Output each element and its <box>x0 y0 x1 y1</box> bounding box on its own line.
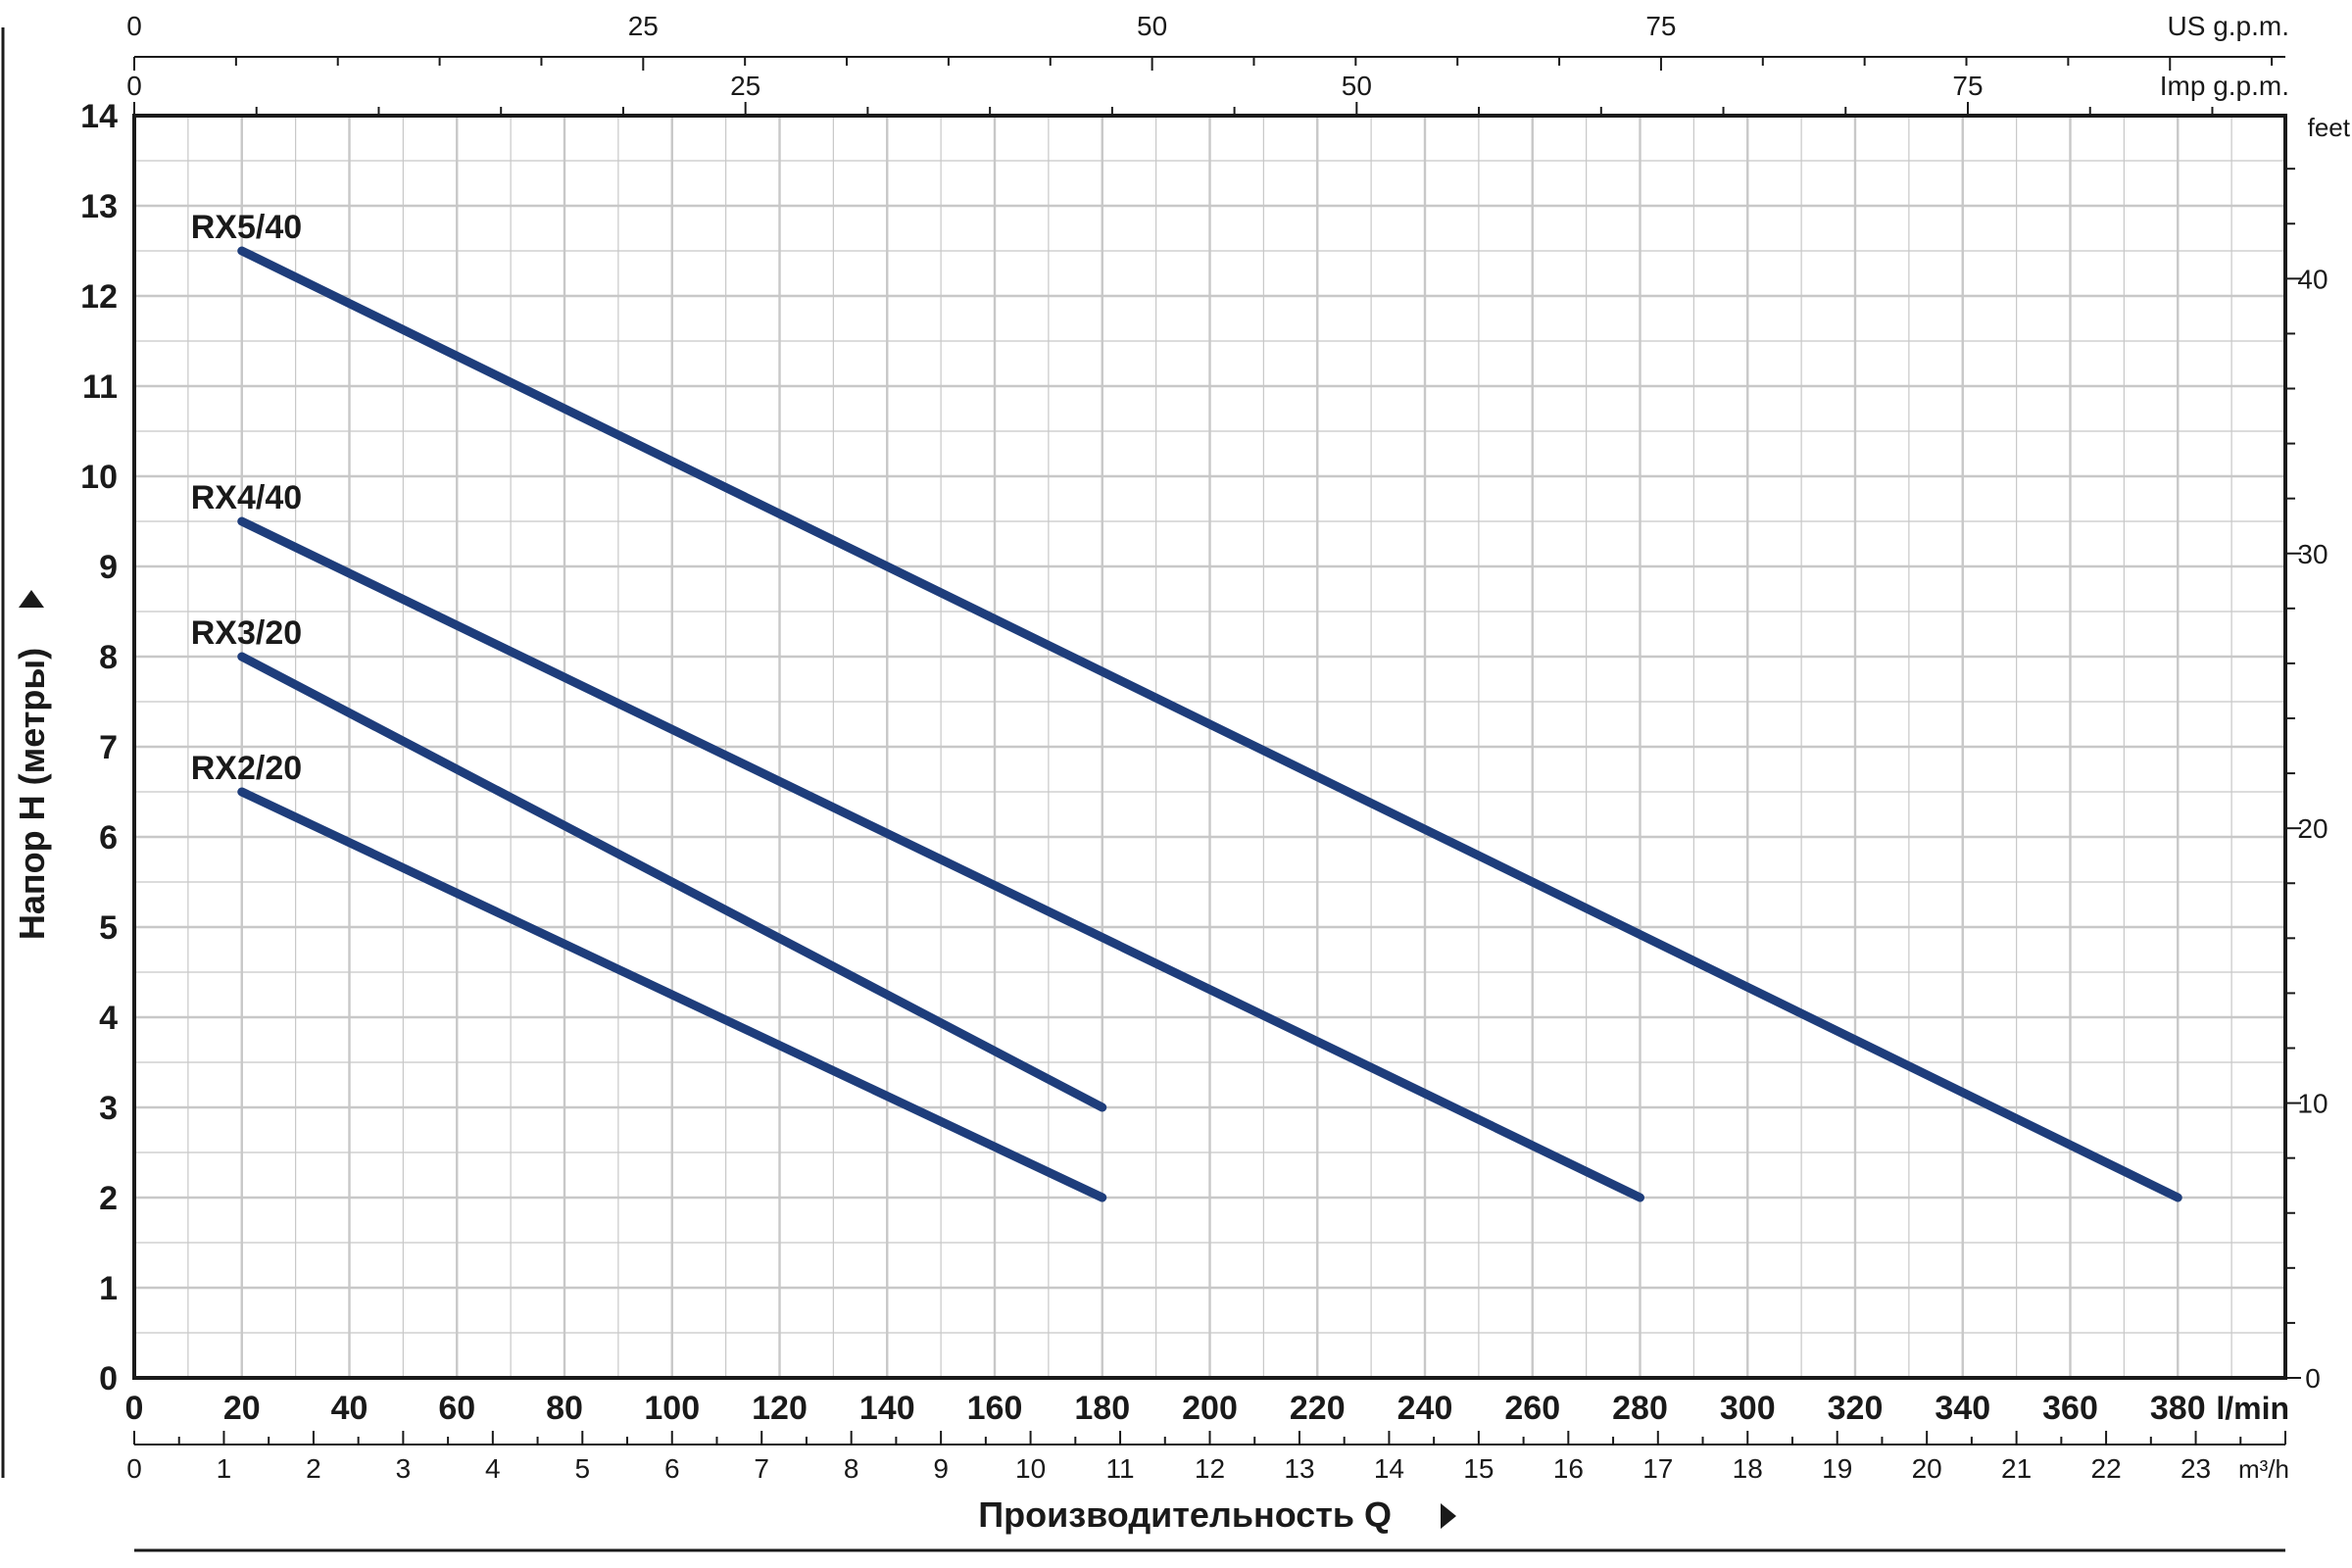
x-tick-label: 380 <box>2150 1390 2206 1427</box>
m3h-tick-label: 12 <box>1195 1453 1225 1484</box>
m3h-tick-label: 2 <box>306 1453 321 1484</box>
x-tick-label: 220 <box>1290 1390 1346 1427</box>
m3h-tick-label: 0 <box>126 1453 142 1484</box>
m3h-tick-label: 6 <box>664 1453 680 1484</box>
series-label: RX3/20 <box>191 614 302 652</box>
x-tick-label: 280 <box>1612 1390 1668 1427</box>
m3h-tick-label: 16 <box>1553 1453 1584 1484</box>
x-unit-label: l/min <box>2216 1391 2289 1426</box>
m3h-tick-label: 21 <box>2001 1453 2032 1484</box>
m3h-tick-label: 23 <box>2180 1453 2211 1484</box>
y-tick-label: 1 <box>99 1270 118 1307</box>
x-tick-label: 300 <box>1720 1390 1776 1427</box>
y-axis-title: Напор H (метры) <box>12 648 52 940</box>
x-m3h-unit-label: m³/h <box>2238 1454 2289 1484</box>
feet-tick-label: 10 <box>2297 1089 2328 1119</box>
m3h-tick-label: 14 <box>1374 1453 1404 1484</box>
x-tick-label: 260 <box>1504 1390 1560 1427</box>
m3h-tick-label: 8 <box>844 1453 859 1484</box>
m3h-tick-label: 13 <box>1284 1453 1314 1484</box>
feet-tick-label: 40 <box>2297 264 2328 294</box>
m3h-tick-label: 5 <box>575 1453 591 1484</box>
x-tick-label: 160 <box>967 1390 1023 1427</box>
series-label: RX4/40 <box>191 479 302 516</box>
y-feet-unit-label: feet <box>2308 113 2351 142</box>
x-tick-label: 320 <box>1828 1390 1884 1427</box>
m3h-tick-label: 17 <box>1642 1453 1673 1484</box>
x-tick-label: 80 <box>546 1390 583 1427</box>
series-line-rx3-20 <box>237 652 1107 1112</box>
m3h-tick-label: 3 <box>396 1453 412 1484</box>
x-tick-label: 60 <box>438 1390 475 1427</box>
x-tick-label: 40 <box>331 1390 368 1427</box>
grid <box>134 116 2285 1378</box>
x-tick-label: 0 <box>125 1390 144 1427</box>
x-tick-label: 340 <box>1935 1390 1990 1427</box>
m3h-tick-label: 15 <box>1463 1453 1494 1484</box>
y-tick-label: 3 <box>99 1090 118 1127</box>
y-tick-label: 4 <box>99 1000 118 1037</box>
us-gpm-tick-label: 50 <box>1137 11 1167 41</box>
m3h-tick-label: 9 <box>933 1453 949 1484</box>
imp-gpm-tick-label: 0 <box>126 71 142 101</box>
m3h-tick-label: 20 <box>1912 1453 1942 1484</box>
feet-tick-label: 30 <box>2297 539 2328 569</box>
series-line-rx5-40 <box>237 246 2182 1202</box>
us-gpm-tick-label: 75 <box>1645 11 1676 41</box>
series-label: RX5/40 <box>191 209 302 246</box>
x-tick-label: 360 <box>2042 1390 2098 1427</box>
x-tick-label: 100 <box>644 1390 700 1427</box>
plot-frame <box>132 114 2287 1380</box>
tick-marks <box>133 56 2301 1446</box>
feet-tick-label: 0 <box>2305 1363 2321 1394</box>
y-tick-label: 12 <box>80 278 118 316</box>
m3h-tick-label: 10 <box>1015 1453 1046 1484</box>
y-tick-label: 5 <box>99 909 118 947</box>
imp-gpm-tick-label: 75 <box>1952 71 1983 101</box>
x-imp-gpm-unit-label: Imp g.p.m. <box>2160 71 2289 101</box>
m3h-tick-label: 22 <box>2091 1453 2122 1484</box>
x-tick-label: 140 <box>859 1390 915 1427</box>
series-line-rx4-40 <box>237 516 1644 1202</box>
m3h-tick-label: 4 <box>485 1453 501 1484</box>
x-tick-label: 20 <box>223 1390 261 1427</box>
m3h-tick-label: 18 <box>1733 1453 1763 1484</box>
series-line-rx2-20 <box>237 787 1107 1202</box>
series-lines <box>237 246 2182 1202</box>
x-tick-label: 120 <box>752 1390 808 1427</box>
y-tick-label: 13 <box>80 188 118 225</box>
x-axis-title: Производительность Q <box>978 1494 1392 1535</box>
m3h-tick-label: 1 <box>217 1453 232 1484</box>
y-tick-label: 14 <box>80 98 118 135</box>
imp-gpm-tick-label: 50 <box>1342 71 1372 101</box>
y-tick-label: 7 <box>99 729 118 766</box>
y-tick-label: 8 <box>99 639 118 676</box>
y-tick-label: 9 <box>99 549 118 586</box>
x-axis-arrow-icon <box>1441 1503 1456 1529</box>
x-us-gpm-unit-label: US g.p.m. <box>2168 11 2289 41</box>
m3h-tick-label: 11 <box>1106 1453 1135 1484</box>
us-gpm-tick-label: 0 <box>126 11 142 41</box>
y-axis-arrow-icon <box>19 590 44 608</box>
y-tick-label: 6 <box>99 819 118 857</box>
y-tick-label: 0 <box>99 1360 118 1397</box>
x-tick-label: 180 <box>1074 1390 1130 1427</box>
x-tick-label: 240 <box>1397 1390 1453 1427</box>
m3h-tick-label: 7 <box>754 1453 769 1484</box>
y-tick-label: 10 <box>80 459 118 496</box>
feet-tick-label: 20 <box>2297 813 2328 844</box>
y-tick-label: 11 <box>82 368 118 406</box>
imp-gpm-tick-label: 25 <box>730 71 760 101</box>
series-label: RX2/20 <box>191 750 302 787</box>
series-labels: RX5/40 RX4/40 RX3/20 RX2/20 <box>191 209 302 787</box>
us-gpm-tick-label: 25 <box>628 11 659 41</box>
y-tick-label: 2 <box>99 1180 118 1217</box>
x-tick-label: 200 <box>1182 1390 1238 1427</box>
m3h-tick-label: 19 <box>1822 1453 1852 1484</box>
